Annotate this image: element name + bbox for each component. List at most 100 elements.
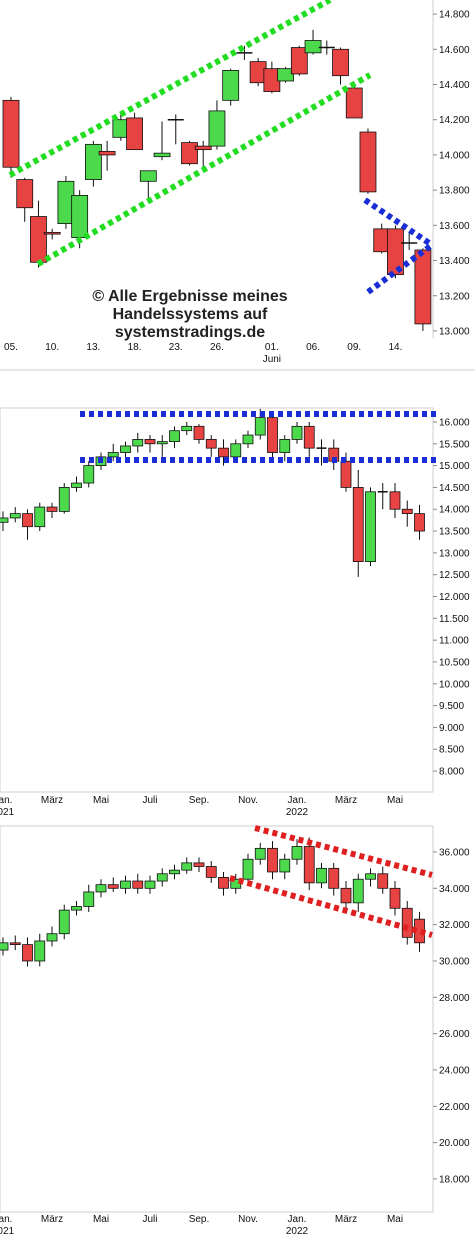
candle: [279, 435, 291, 462]
y-tick-label: 13.000: [439, 326, 470, 337]
candle-body: [120, 880, 131, 889]
y-tick-label: 8.500: [439, 745, 464, 756]
candle-body: [156, 873, 168, 882]
candle: [46, 502, 58, 518]
x-tick-label: Jan.2021: [0, 1214, 15, 1237]
candle-body: [2, 99, 20, 168]
candle-body: [267, 847, 278, 873]
candle-body: [0, 517, 9, 523]
candle-body: [242, 858, 254, 880]
candle-body: [365, 491, 376, 563]
candle: [34, 502, 46, 532]
y-tick-label: 13.800: [439, 186, 470, 197]
y-tick-label: 13.500: [439, 527, 470, 538]
y-tick-label: 14.500: [439, 483, 470, 494]
y-tick-label: 8.000: [439, 767, 464, 778]
candle: [132, 432, 144, 453]
candle-body: [359, 131, 377, 193]
y-tick-label: 15.500: [439, 439, 470, 450]
candle: [242, 430, 254, 449]
candle: [387, 225, 404, 279]
candle-body: [9, 513, 21, 519]
y-tick-label: 14.000: [439, 150, 470, 161]
y-tick-label: 20.000: [439, 1138, 470, 1149]
y-tick-label: 32.000: [439, 920, 470, 931]
candle: [389, 881, 401, 916]
candle: [377, 483, 388, 510]
candle: [167, 114, 184, 145]
candle-body: [132, 880, 144, 889]
candle: [0, 937, 9, 956]
candle: [242, 853, 254, 885]
y-tick-label: 13.600: [439, 221, 470, 232]
candle-body: [387, 228, 404, 276]
candle: [30, 200, 47, 268]
candle: [120, 875, 131, 894]
candle-body: [291, 846, 303, 860]
candle-body: [30, 216, 47, 263]
candle: [365, 868, 376, 887]
candle-body: [389, 887, 401, 909]
y-tick-label: 11.000: [439, 636, 469, 647]
candle-body: [290, 47, 308, 75]
candle-body: [345, 87, 363, 119]
x-tick-label: Juli: [142, 795, 157, 806]
candle-body: [43, 231, 61, 235]
candle: [218, 871, 229, 896]
watermark: © Alle Ergebnisse meines: [92, 288, 287, 305]
candle: [2, 96, 20, 178]
candle-body: [267, 417, 278, 453]
candle-body: [401, 508, 413, 514]
candle: [107, 877, 119, 892]
candle-body: [169, 430, 180, 443]
x-tick-label: März: [335, 1214, 357, 1225]
y-tick-label: 28.000: [439, 993, 470, 1004]
x-tick-label: 13.: [86, 342, 100, 353]
candle-body: [332, 48, 349, 77]
y-tick-label: 10.000: [439, 679, 470, 690]
candle-body: [34, 940, 46, 962]
candle: [267, 841, 278, 880]
trend-lines: [8, 0, 438, 938]
candle: [16, 177, 34, 222]
candle: [389, 483, 401, 518]
candle-body: [414, 249, 432, 325]
x-tick-label: März: [41, 1214, 63, 1225]
watermark: systemstradings.de: [115, 324, 265, 341]
candle: [254, 842, 266, 865]
y-tick-label: 12.000: [439, 592, 470, 603]
candle: [414, 504, 425, 540]
x-tick-label: 09.: [347, 342, 361, 353]
candle: [144, 435, 156, 453]
candle: [139, 170, 157, 201]
candle: [181, 421, 193, 436]
x-tick-label: Nov.: [238, 1214, 258, 1225]
x-tick-label: Juli: [142, 1214, 157, 1225]
y-tick-label: 14.200: [439, 115, 470, 126]
y-tick-label: 9.000: [439, 723, 464, 734]
candle-body: [414, 513, 425, 532]
y-tick-label: 26.000: [439, 1029, 470, 1040]
candle: [43, 228, 61, 240]
candle: [0, 511, 9, 532]
y-tick-label: 16.000: [439, 417, 470, 428]
candle-body: [340, 887, 352, 904]
y-tick-label: 24.000: [439, 1065, 470, 1076]
y-tick-label: 36.000: [439, 847, 470, 858]
x-tick-label: 23.: [169, 342, 183, 353]
candle: [267, 415, 278, 462]
candle: [345, 82, 363, 119]
candle: [132, 873, 144, 894]
candle-body: [144, 880, 156, 889]
candle-body: [304, 40, 322, 54]
candle-body: [0, 942, 9, 951]
candle-body: [193, 425, 205, 440]
candle: [181, 857, 193, 874]
trend-line: [366, 242, 434, 295]
candle: [169, 426, 180, 449]
candle: [401, 500, 413, 527]
x-tick-label: Mai: [93, 795, 109, 806]
candle-body: [107, 452, 119, 458]
candle-body: [153, 152, 171, 158]
